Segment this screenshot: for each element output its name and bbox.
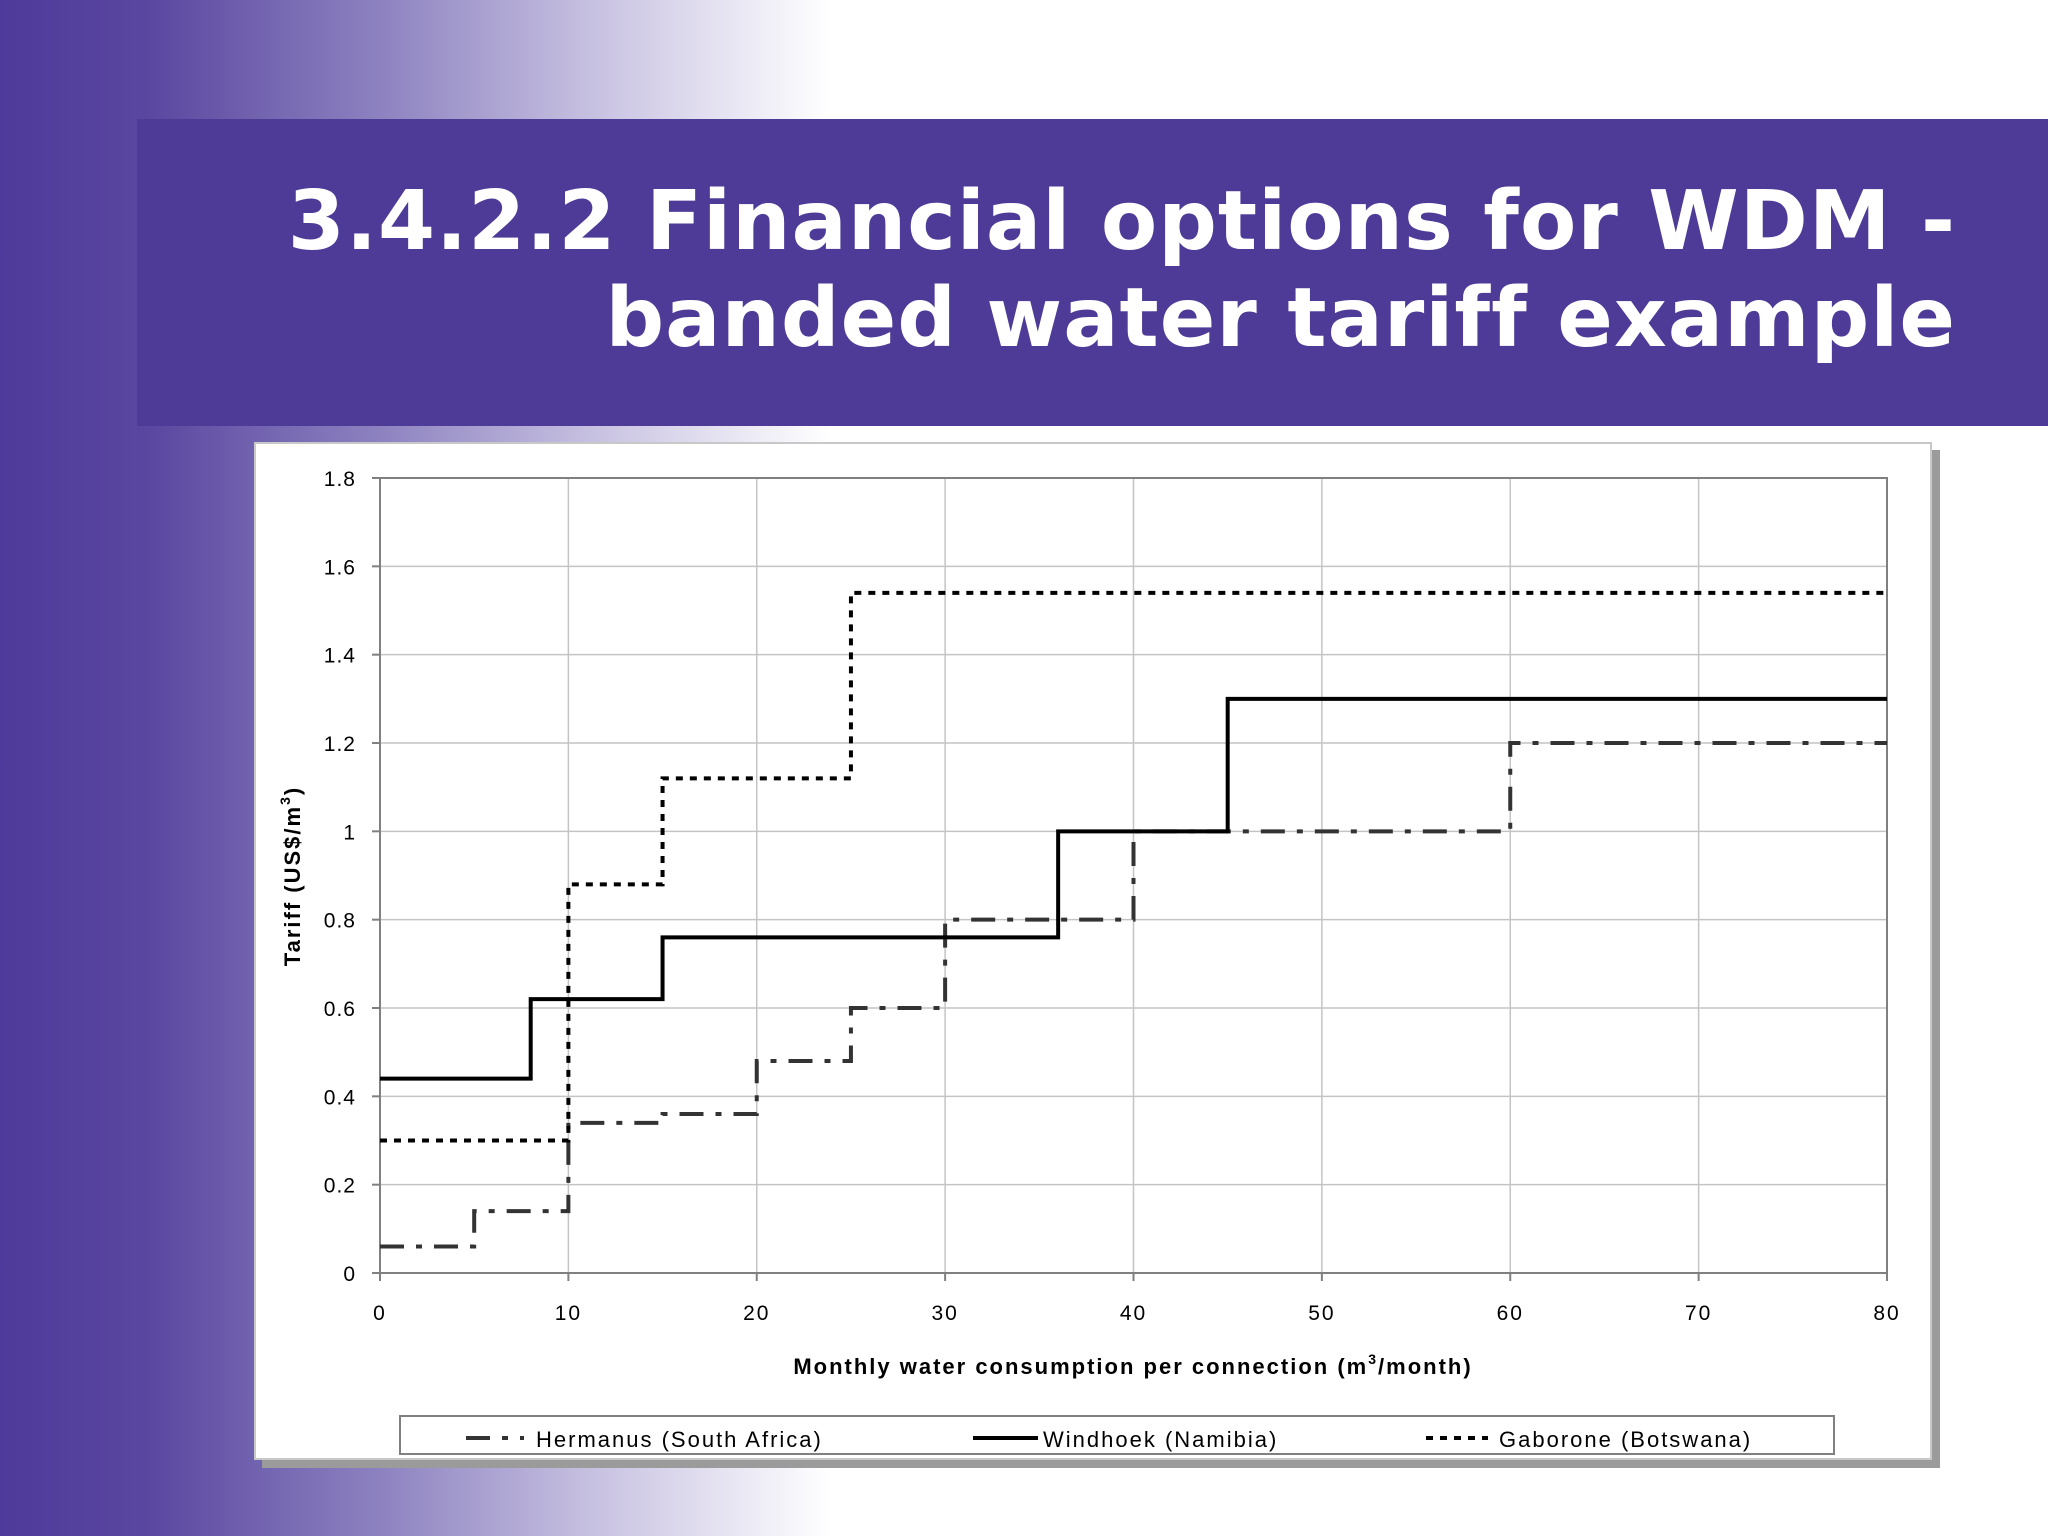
series-line-hermanus: [380, 741, 1887, 1249]
chart-panel: 0 0.2 0.4 0.6 0.8 1 1.2 1.4 1.6 1.8 0 10 20 30 40 50 60 7…: [254, 442, 1932, 1460]
x-axis-label-sup: 3: [1368, 1351, 1378, 1367]
y-tick-label: 0.6: [324, 998, 356, 1021]
x-tick-label: 10: [555, 1302, 582, 1325]
legend: Hermanus (South Africa) Windhoek (Namibi…: [399, 1415, 1835, 1455]
series-line-windhoek: [380, 696, 1887, 1081]
y-axis-label-main: Tariff (US$/m: [280, 805, 305, 966]
y-tick-label: 0.8: [324, 910, 356, 933]
slide-title-line-1: 3.4.2.2 Financial options for WDM -: [287, 174, 1956, 269]
slide-title-line-2: banded water tariff example: [605, 271, 1956, 366]
x-tick-label: 80: [1873, 1302, 1900, 1325]
legend-label-gaborone: Gaborone (Botswana): [1499, 1427, 1752, 1452]
y-tick-label: 1.8: [324, 468, 356, 491]
y-axis-label-end: ): [280, 786, 305, 795]
legend-label-hermanus: Hermanus (South Africa): [536, 1427, 823, 1452]
x-tick-label: 50: [1308, 1302, 1335, 1325]
y-tick-label: 1.2: [324, 733, 356, 756]
y-tick-label: 0.4: [324, 1086, 356, 1109]
grid: [380, 478, 1887, 1273]
x-axis-label-main: Monthly water consumption per connection…: [793, 1354, 1368, 1379]
x-axis-label: Monthly water consumption per connection…: [793, 1351, 1472, 1379]
y-axis-label-sup: 3: [277, 795, 293, 805]
x-tick-label: 30: [931, 1302, 958, 1325]
x-tick-label: 0: [373, 1302, 387, 1325]
y-tick-label: 0: [343, 1263, 356, 1286]
y-tick-label: 0.2: [324, 1175, 356, 1198]
series-line-gaborone: [380, 590, 1887, 1143]
legend-label-windhoek: Windhoek (Namibia): [1043, 1427, 1278, 1452]
tariff-chart: 0 0.2 0.4 0.6 0.8 1 1.2 1.4 1.6 1.8 0 10 20 30 40 50 60 7…: [277, 468, 1900, 1455]
y-axis-label: Tariff (US$/m3): [277, 786, 305, 966]
series-lines: [380, 590, 1887, 1249]
x-tick-label: 60: [1497, 1302, 1524, 1325]
x-axis-label-end: /month): [1378, 1354, 1473, 1379]
x-tick-label: 70: [1685, 1302, 1712, 1325]
legend-box: [399, 1415, 1835, 1455]
y-tick-label: 1.6: [324, 556, 356, 579]
tick-labels: 0 0.2 0.4 0.6 0.8 1 1.2 1.4 1.6 1.8 0 10 20 30 40 50 60 7…: [324, 468, 1900, 1325]
y-tick-label: 1.4: [324, 645, 356, 668]
slide-title: 3.4.2.2 Financial options for WDM - band…: [256, 173, 1956, 367]
title-band: 3.4.2.2 Financial options for WDM - band…: [137, 119, 2048, 426]
x-tick-label: 20: [743, 1302, 770, 1325]
y-tick-label: 1: [343, 821, 356, 844]
x-tick-label: 40: [1120, 1302, 1147, 1325]
